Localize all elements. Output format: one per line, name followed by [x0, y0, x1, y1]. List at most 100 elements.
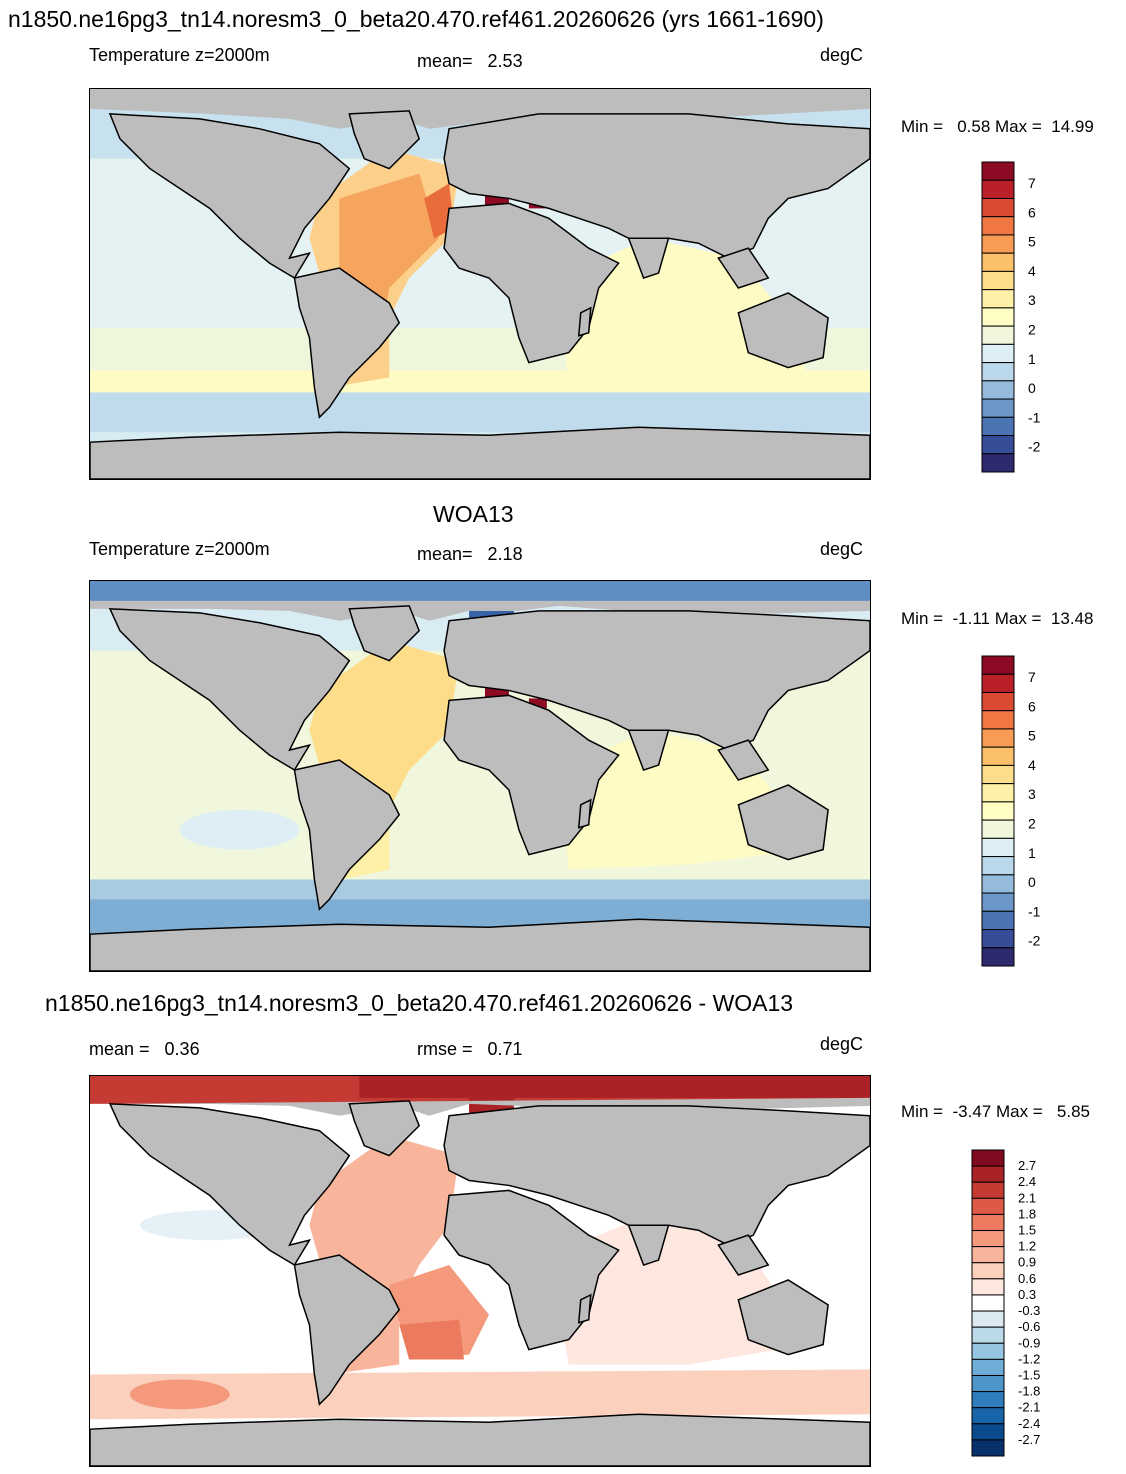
colorbar-swatch — [981, 179, 1015, 199]
colorbar-swatch — [971, 1310, 1005, 1328]
colorbar-swatch — [981, 325, 1015, 345]
colorbar-swatch — [971, 1391, 1005, 1409]
colorbar-swatch — [981, 728, 1015, 748]
mean-label: mean= 2.18 — [417, 544, 523, 564]
colorbar-swatch — [981, 380, 1015, 400]
colorbar-tick-label: -2 — [1028, 439, 1041, 455]
colorbar-swatch — [981, 453, 1015, 473]
colorbar-swatch — [971, 1149, 1005, 1167]
panel-heading-diff: n1850.ne16pg3_tn14.noresm3_0_beta20.470.… — [45, 990, 794, 1016]
colorbar-tick-label: 4 — [1028, 757, 1036, 773]
colorbar-swatch — [981, 947, 1015, 967]
colorbar-swatch — [971, 1294, 1005, 1312]
colorbar-swatch — [981, 270, 1015, 291]
colorbar-swatch — [971, 1197, 1005, 1215]
colorbar-swatch — [981, 416, 1015, 437]
colorbar-tick-label: 6 — [1028, 204, 1036, 220]
colorbar-tick-label: 0 — [1028, 874, 1036, 890]
colorbar-swatch — [981, 856, 1015, 876]
colorbar-swatch — [981, 837, 1015, 858]
colorbar-tick-label: -1.8 — [1018, 1384, 1040, 1399]
colorbar-swatch — [981, 161, 1015, 181]
colorbar-svg-diff: 2.72.42.11.81.51.20.90.60.3-0.3-0.6-0.9-… — [971, 1149, 1040, 1457]
colorbar-tick-label: 2.4 — [1018, 1174, 1036, 1189]
colorbar-tick-label: 1.5 — [1018, 1223, 1036, 1238]
colorbar-tick-label: -2.1 — [1018, 1400, 1040, 1415]
colorbar-swatch — [971, 1213, 1005, 1232]
colorbar-model: 7 6 5 4 3 2 1 0 -1 -2 — [981, 161, 1062, 473]
colorbar-swatch — [971, 1439, 1005, 1457]
colorbar-tick-label: 0.3 — [1018, 1287, 1036, 1302]
colorbar-swatch — [981, 910, 1015, 931]
colorbar-swatch — [971, 1326, 1005, 1344]
colorbar-tick-label: 6 — [1028, 698, 1036, 714]
colorbar-tick-label: -1.5 — [1018, 1367, 1040, 1382]
colorbar-swatch — [971, 1262, 1005, 1280]
colorbar-swatch — [971, 1374, 1005, 1393]
panel-heading-obs: WOA13 — [433, 501, 514, 527]
colorbar-swatch — [981, 655, 1015, 675]
map-panel-obs — [89, 580, 871, 972]
colorbar-swatch — [981, 783, 1015, 803]
colorbar-swatch — [981, 216, 1015, 236]
colorbar-svg-obs: 7 6 5 4 3 2 1 0 -1 -2 — [981, 655, 1041, 967]
colorbar-swatch — [971, 1278, 1005, 1296]
colorbar-swatch — [981, 929, 1015, 949]
minmax-label: Min = -3.47 Max = 5.85 — [901, 1102, 1090, 1121]
rmse-label: rmse = 0.71 — [417, 1039, 523, 1059]
colorbar-swatch — [981, 307, 1015, 327]
colorbar-tick-label: 1.2 — [1018, 1239, 1036, 1254]
colorbar-swatch — [981, 892, 1015, 912]
colorbar-swatch — [981, 819, 1015, 839]
colorbar-swatch — [971, 1165, 1005, 1183]
colorbar-tick-label: -1.2 — [1018, 1351, 1040, 1366]
colorbar-tick-label: 0.6 — [1018, 1271, 1036, 1286]
colorbar-tick-label: 2.7 — [1018, 1158, 1036, 1173]
colorbar-tick-label: 1.8 — [1018, 1206, 1036, 1221]
colorbar-tick-label: -0.6 — [1018, 1319, 1040, 1334]
colorbar-swatch — [981, 673, 1015, 693]
colorbar-tick-label: -2 — [1028, 933, 1041, 949]
colorbar-tick-label: 0.9 — [1018, 1255, 1036, 1270]
colorbar-swatch — [981, 398, 1015, 418]
colorbar-swatch — [981, 343, 1015, 364]
colorbar-tick-label: 2.1 — [1018, 1190, 1036, 1205]
minmax-label: Min = 0.58 Max = 14.99 — [901, 117, 1094, 136]
colorbar-tick-label: 1 — [1028, 845, 1036, 861]
colorbar-swatch — [971, 1181, 1005, 1199]
colorbar-swatch — [981, 801, 1015, 821]
colorbar-tick-label: 2 — [1028, 322, 1036, 338]
colorbar-swatch — [981, 710, 1015, 730]
colorbar-swatch — [981, 691, 1015, 712]
run-title: n1850.ne16pg3_tn14.noresm3_0_beta20.470.… — [8, 6, 824, 32]
colorbar-swatch — [971, 1246, 1005, 1264]
colorbar-swatch — [981, 362, 1015, 382]
colorbar-tick-label: -2.4 — [1018, 1416, 1040, 1431]
colorbar-tick-label: -0.3 — [1018, 1303, 1040, 1318]
colorbar-swatch — [981, 874, 1015, 894]
colorbar-tick-label: -2.7 — [1018, 1432, 1040, 1447]
colorbar-swatch — [981, 252, 1015, 272]
colorbar-swatch — [981, 197, 1015, 218]
units-label: degC — [820, 45, 864, 65]
units-label: degC — [820, 1034, 864, 1054]
colorbar-tick-label: 3 — [1028, 292, 1036, 308]
colorbar-tick-label: 7 — [1028, 175, 1036, 191]
colorbar-tick-label: 4 — [1028, 263, 1036, 279]
map-panel-model — [89, 88, 871, 480]
field-label: Temperature z=2000m — [89, 45, 270, 65]
field-label: Temperature z=2000m — [89, 539, 270, 559]
colorbar-swatch — [981, 289, 1015, 309]
colorbar-tick-label: 7 — [1028, 669, 1036, 685]
mean-label: mean = 0.36 — [89, 1039, 200, 1059]
colorbar-tick-label: 5 — [1028, 234, 1036, 250]
map-panel-diff — [89, 1075, 871, 1467]
colorbar-swatch — [981, 746, 1015, 766]
colorbar-swatch — [971, 1423, 1005, 1441]
colorbar-swatch — [971, 1358, 1005, 1376]
colorbar-tick-label: -1 — [1028, 903, 1041, 919]
colorbar-tick-label: 3 — [1028, 786, 1036, 802]
world-map-model — [90, 89, 870, 479]
colorbar-swatch — [971, 1342, 1005, 1360]
colorbar-tick-label: 1 — [1028, 351, 1036, 367]
